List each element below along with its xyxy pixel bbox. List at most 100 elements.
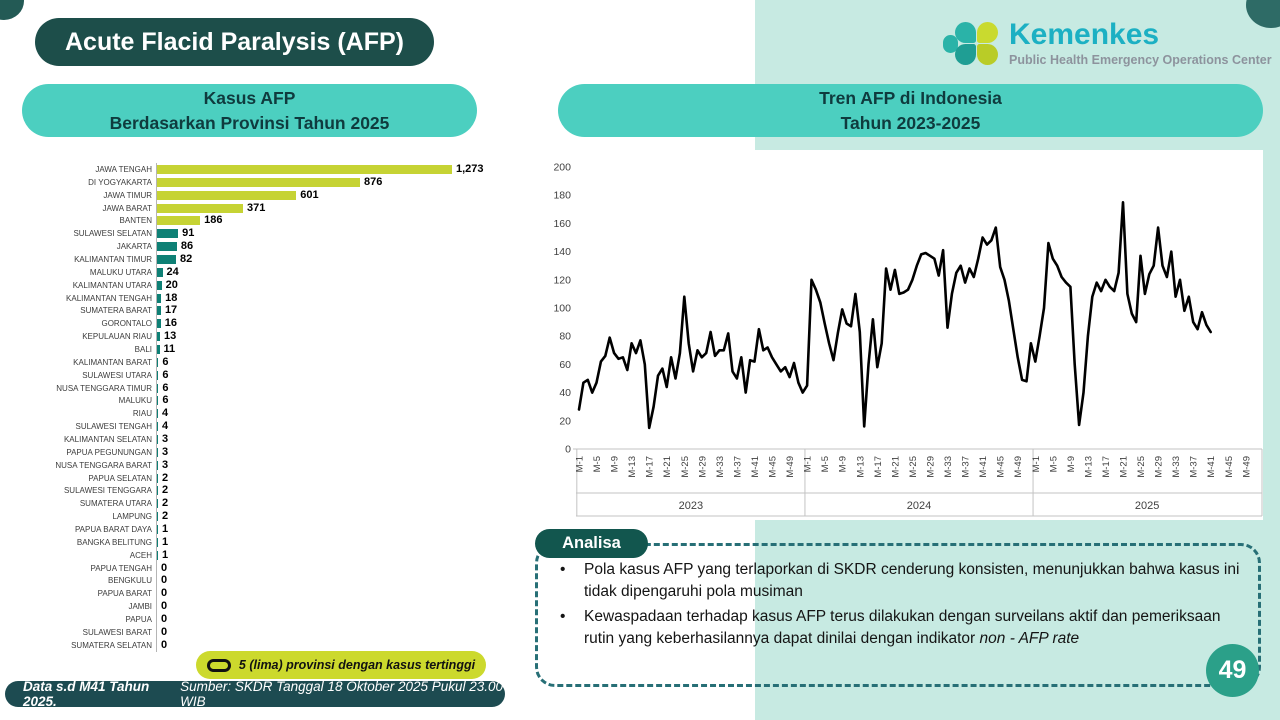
bar-row: BANGKA BELITUNG 1 [22,535,514,549]
province-label: KALIMANTAN UTARA [72,280,152,290]
bar-row: NUSA TENGGARA TIMUR 6 [22,381,514,395]
province-label: GORONTALO [101,319,152,329]
bar-row: NUSA TENGGARA BARAT 3 [22,458,514,472]
logo-brand-name: Kemenkes [1009,18,1160,51]
svg-text:M-49: M-49 [785,456,796,478]
svg-text:160: 160 [553,218,571,230]
svg-text:M-17: M-17 [645,456,656,478]
province-bar [157,319,161,329]
right-panel-title-line2: Tahun 2023-2025 [840,112,981,133]
bar-area: 17 [156,304,514,318]
province-bar [157,473,158,483]
province-label: KALIMANTAN TIMUR [74,254,152,264]
province-value: 186 [204,214,223,227]
svg-text:40: 40 [559,387,571,399]
province-bar [157,499,158,509]
province-value: 0 [161,600,168,613]
analysis-label: Analisa [535,529,648,558]
logo-text: Kemenkes Public Health Emergency Operati… [1009,18,1272,68]
svg-text:60: 60 [559,359,571,371]
svg-text:M-45: M-45 [1224,456,1235,478]
bar-area: 2 [156,497,514,511]
bar-area: 2 [156,471,514,485]
province-value: 0 [161,574,168,587]
bar-area: 11 [156,343,514,356]
province-label: ACEH [129,550,152,560]
bar-area: 371 [156,201,514,215]
bar-area: 6 [156,394,514,408]
bar-row: MALUKU 6 [22,394,514,408]
data-source-footer: Data s.d M41 Tahun 2025. Sumber: SKDR Ta… [5,679,505,709]
svg-text:0: 0 [565,444,571,456]
bar-area: 1,273 [156,163,514,176]
svg-text:M-49: M-49 [1241,456,1252,478]
svg-text:M-37: M-37 [1189,456,1200,478]
analysis-bullet: Kewaspadaan terhadap kasus AFP terus dil… [560,606,1244,650]
province-value: 3 [162,432,169,445]
svg-text:M-9: M-9 [610,456,621,472]
svg-text:M-33: M-33 [1171,456,1182,478]
province-value: 91 [182,227,195,240]
analysis-bullet-list: Pola kasus AFP yang terlaporkan di SKDR … [538,559,1258,650]
logo-petal [943,34,958,53]
left-panel-title: Kasus AFP Berdasarkan Provinsi Tahun 202… [22,84,477,137]
corner-decoration-top-left [0,0,24,20]
province-bar [157,280,162,290]
svg-text:80: 80 [559,331,571,343]
province-bar [157,177,360,187]
right-panel-title-line1: Tren AFP di Indonesia [819,88,1002,108]
bar-row: SUMATERA UTARA 2 [22,497,514,511]
bar-row: PAPUA SELATAN 2 [22,471,514,485]
svg-text:20: 20 [559,415,571,427]
bar-outline-icon [206,658,231,672]
province-value: 876 [364,175,383,188]
svg-text:M-17: M-17 [873,456,884,478]
svg-text:2023: 2023 [679,500,703,512]
province-label: KALIMANTAN BARAT [73,357,152,367]
province-value: 0 [161,613,168,625]
bar-area: 4 [156,407,514,421]
svg-text:M-25: M-25 [680,456,691,478]
bar-row: MALUKU UTARA 24 [22,265,514,279]
province-bar [157,254,176,264]
svg-text:M-37: M-37 [732,456,743,478]
province-label: MALUKU [118,396,152,406]
province-value: 18 [165,291,178,304]
province-label: SULAWESI TENGGARA [63,486,152,496]
province-bar [157,486,158,496]
svg-text:M-37: M-37 [961,456,972,478]
province-label: PAPUA TENGAH [90,563,153,573]
bar-row: ACEH 1 [22,548,514,562]
kemenkes-logo: Kemenkes Public Health Emergency Operati… [943,18,1272,68]
trend-chart-panel: 2023 M-1 M-5 M-9 M-13 M-17 M-21 M-25 M-29 M-33 M-3… [543,150,1263,520]
province-bar [157,396,159,406]
province-label: NUSA TENGGARA TIMUR [56,383,152,393]
province-value: 16 [164,317,177,330]
province-bar [157,229,179,239]
bar-row: JAWA TIMUR 601 [22,188,514,202]
province-bar [157,267,163,277]
svg-text:M-1: M-1 [803,456,814,472]
bar-row: DI YOGYAKARTA 876 [22,175,514,189]
province-bar [157,524,158,534]
bar-area: 0 [156,587,514,601]
svg-text:M-33: M-33 [715,456,726,478]
svg-text:M-21: M-21 [890,456,901,478]
bar-area: 186 [156,214,514,228]
province-value: 1 [162,548,169,561]
top5-legend: 5 (lima) provinsi dengan kasus tertinggi [196,651,486,679]
bar-row: KALIMANTAN TIMUR 82 [22,253,514,266]
province-bar [157,370,159,380]
province-value: 6 [162,368,169,381]
svg-text:M-41: M-41 [750,456,761,478]
svg-text:200: 200 [553,162,571,174]
province-value: 11 [163,342,176,355]
province-label: JAWA TIMUR [103,190,152,200]
province-label: SULAWESI SELATAN [73,229,152,239]
province-bar [157,537,158,547]
province-bar [157,190,297,200]
bar-area: 4 [156,420,514,434]
province-label: BANTEN [119,216,152,226]
bar-row: SULAWESI TENGAH 4 [22,420,514,434]
svg-text:M-1: M-1 [1031,456,1042,472]
